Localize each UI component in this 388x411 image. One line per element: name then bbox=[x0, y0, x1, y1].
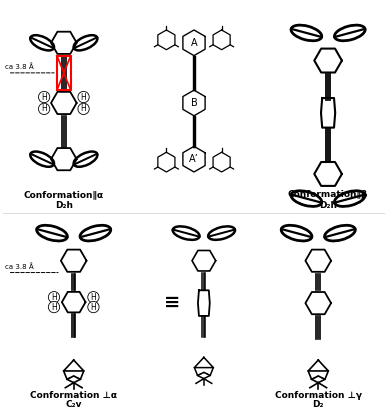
Text: H: H bbox=[90, 293, 96, 302]
Text: Conformation∥α: Conformation∥α bbox=[24, 190, 104, 199]
Text: C₂v: C₂v bbox=[66, 400, 82, 409]
Text: Conformation ⊥α: Conformation ⊥α bbox=[30, 391, 117, 400]
Text: B: B bbox=[191, 98, 197, 108]
Text: A’: A’ bbox=[189, 154, 199, 164]
Text: Conformation∥β: Conformation∥β bbox=[288, 190, 368, 199]
Text: H: H bbox=[81, 104, 87, 113]
Text: ca 3.8 Å: ca 3.8 Å bbox=[5, 263, 33, 270]
Text: H: H bbox=[41, 104, 47, 113]
Text: D₂h: D₂h bbox=[55, 201, 73, 210]
Text: D₂h: D₂h bbox=[319, 201, 337, 210]
Text: H: H bbox=[51, 293, 57, 302]
Text: ca 3.8 Å: ca 3.8 Å bbox=[5, 63, 33, 70]
Text: H: H bbox=[90, 302, 96, 312]
Text: Conformation ⊥γ: Conformation ⊥γ bbox=[275, 391, 362, 400]
Text: ≡: ≡ bbox=[164, 293, 180, 312]
Text: H: H bbox=[81, 92, 87, 102]
Text: D₂: D₂ bbox=[312, 400, 324, 409]
Text: H: H bbox=[41, 92, 47, 102]
Text: H: H bbox=[51, 302, 57, 312]
Text: A: A bbox=[191, 38, 197, 48]
